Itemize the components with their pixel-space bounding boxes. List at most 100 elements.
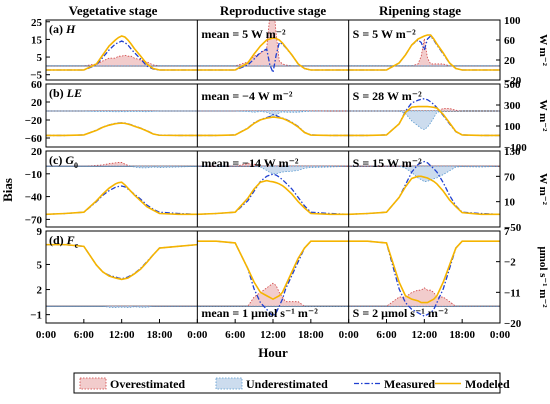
sd-bias-text: S = 5 W m⁻²: [353, 27, 416, 41]
right-tick-label: 100: [504, 15, 521, 27]
modeled-series-line: [46, 243, 198, 281]
legend-frame: [73, 372, 501, 394]
panel-frame: [45, 83, 501, 148]
right-tick-label: 500: [504, 79, 521, 91]
panel-label: (b) LE: [49, 86, 82, 100]
modeled-series-line: [348, 105, 500, 137]
modeled-series-line: [46, 122, 198, 137]
x-tick-label: 12:00: [109, 329, 135, 341]
bias-area-overestimated: [46, 162, 198, 167]
bias-area-underestimated: [46, 110, 198, 113]
right-tick-label: −50: [504, 222, 522, 234]
panel-variable: H: [65, 22, 76, 36]
x-axis-label: Hour: [258, 345, 288, 360]
legend-label-underestimated: Underestimated: [246, 377, 328, 391]
panel-3-plot-area: [46, 160, 500, 216]
x-tick-label: 6:00: [225, 329, 246, 341]
bias-area-overestimated: [348, 287, 500, 307]
panel-4-axes: 9 5 2 −1 7 −2 −11 −20 (d) Fc mean = 1 μmol s⁻¹ m⁻…: [30, 226, 549, 330]
x-tick-label: 12:00: [411, 329, 437, 341]
x-tick-label: 6:00: [74, 329, 95, 341]
bias-area-overestimated: [197, 282, 349, 307]
left-tick-label: 20: [31, 146, 43, 158]
bias-area-underestimated: [348, 165, 500, 183]
left-tick-label: −60: [25, 133, 43, 145]
left-tick-label: −5: [30, 70, 42, 82]
right-tick-label: −2: [504, 257, 516, 269]
right-tick-label: 130: [504, 146, 521, 158]
sd-bias-text: S = 15 W m⁻²: [353, 156, 422, 170]
stage-header-ripening: Ripening stage: [379, 3, 461, 18]
measured-series-line: [46, 185, 198, 215]
sd-bias-text: S = 2 μmol s⁻¹ m⁻²: [353, 306, 449, 320]
mean-bias-text: mean = −14 W m⁻²: [201, 156, 299, 170]
x-tick-label: 0:00: [187, 329, 208, 341]
panel-variable-subscript: c: [75, 241, 79, 250]
right-tick-label: 100: [504, 121, 521, 133]
left-tick-label: −40: [25, 192, 43, 204]
left-tick-label: 25: [31, 17, 43, 29]
right-unit-label: W m⁻²: [537, 34, 549, 67]
x-tick-label: 0:00: [36, 329, 57, 341]
modeled-series-line: [348, 175, 500, 216]
panel-label: (c) G0: [49, 153, 78, 170]
x-tick-label: 6:00: [376, 329, 397, 341]
bias-area-overestimated: [348, 38, 500, 67]
left-tick-label: −20: [25, 115, 43, 127]
right-tick-label: 7: [504, 226, 510, 238]
left-tick-label: −1: [30, 310, 42, 322]
right-tick-label: 60: [504, 35, 516, 47]
mean-bias-text: mean = 5 W m⁻²: [201, 27, 286, 41]
right-tick-label: 300: [504, 100, 521, 112]
mean-bias-text: mean = −4 W m⁻²: [201, 89, 293, 103]
left-tick-label: −70: [25, 214, 43, 226]
panel-variable: LE: [66, 86, 82, 100]
bias-area-underestimated: [348, 110, 500, 131]
panel-4-plot-area: [46, 240, 500, 318]
right-unit-label: W m⁻²: [537, 173, 549, 206]
modeled-series-line: [197, 240, 349, 301]
mean-bias-text: mean = 1 μmol s⁻¹ m⁻²: [201, 306, 318, 320]
stage-header-reproductive: Reproductive stage: [220, 3, 327, 18]
modeled-series-line: [197, 116, 349, 137]
measured-series-line: [46, 243, 198, 280]
modeled-series-line: [348, 240, 500, 304]
x-tick-label: 0:00: [490, 329, 511, 341]
left-tick-label: 20: [31, 97, 43, 109]
right-unit-label: W m⁻²: [537, 100, 549, 133]
panel-2-plot-area: [46, 98, 500, 137]
bias-area-overestimated: [46, 54, 198, 67]
right-tick-label: −20: [504, 75, 522, 87]
stage-header-vegetative: Vegetative stage: [69, 3, 158, 18]
left-tick-label: 2: [37, 285, 43, 297]
modeled-series-line: [46, 35, 198, 71]
panel-frame: [45, 150, 501, 228]
right-unit-label: μmol s⁻¹ m⁻²: [537, 246, 549, 308]
legend-label-modeled: Modeled: [465, 377, 510, 391]
panel-label: (d) Fc: [49, 233, 79, 250]
left-tick-label: 15: [31, 34, 43, 46]
left-tick-label: 9: [37, 226, 43, 238]
x-tick-label: 18:00: [147, 329, 173, 341]
measured-series-line: [46, 122, 198, 137]
x-tick-label: 18:00: [449, 329, 475, 341]
panel-variable: G: [65, 153, 74, 167]
modeled-series-line: [197, 37, 349, 71]
legend-label-overestimated: Overestimated: [110, 377, 185, 391]
panel-3-axes: 20 −10 −40 −70 130 70 10 −50 (c) G0 mean = −14 W …: [25, 146, 549, 234]
panel-1-plot-area: [46, 20, 500, 75]
x-axis: 0:00 6:00 12:00 18:00 0:00 6:00 12:00 18:00 0:00…: [36, 319, 511, 341]
x-tick-label: 12:00: [260, 329, 286, 341]
bias-area-underestimated: [46, 165, 198, 169]
x-tick-label: 18:00: [298, 329, 324, 341]
bias-area-underestimated: [197, 165, 349, 175]
left-tick-label: 5: [37, 52, 43, 64]
modeled-series-line: [46, 181, 198, 216]
panel-variable-subscript: 0: [74, 161, 78, 170]
bias-area-underestimated: [46, 305, 198, 309]
legend-swatch-underestimated: [215, 377, 243, 390]
legend-label-measured: Measured: [384, 377, 435, 391]
sd-bias-text: S = 28 W m⁻²: [353, 89, 422, 103]
measured-series-line: [197, 173, 349, 215]
